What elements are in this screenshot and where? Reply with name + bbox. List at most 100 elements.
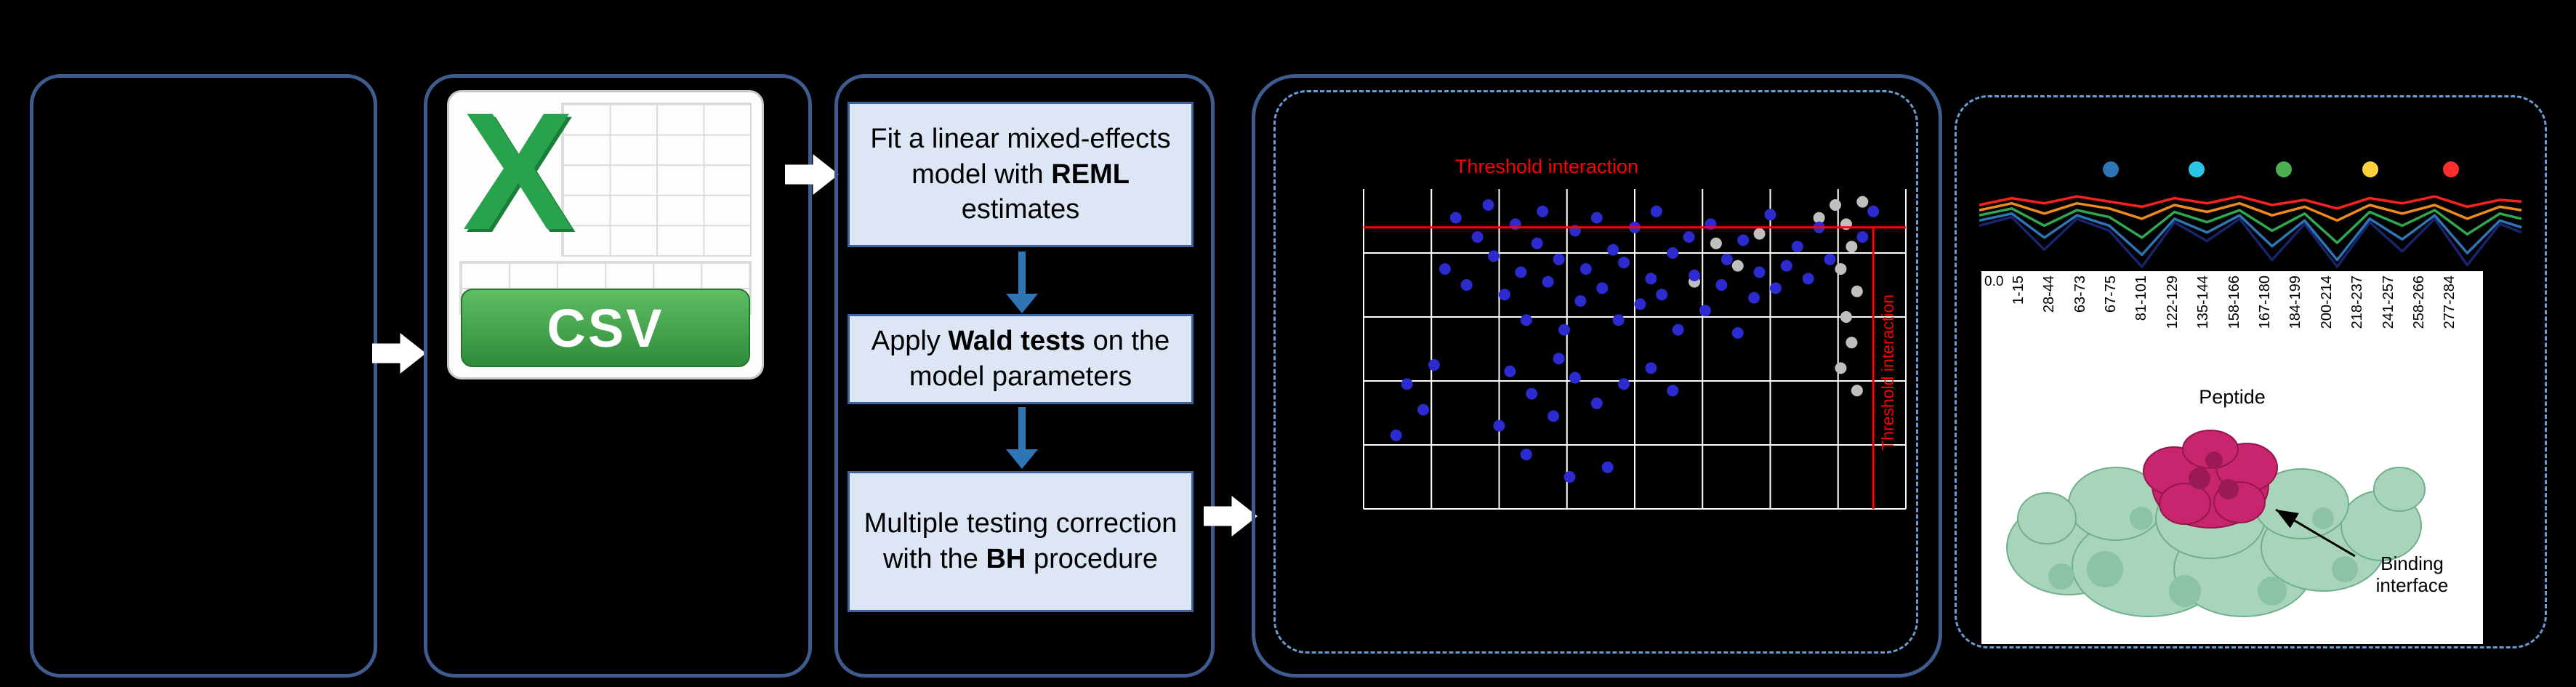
panel-scatter [1252, 74, 1942, 678]
scatter-point-blue [1579, 263, 1592, 275]
scatter-point-blue [1515, 266, 1527, 278]
scatter-point-blue [1769, 282, 1782, 294]
scatter-point-blue [1672, 324, 1684, 336]
peptide-tick-text: 67-75 [2102, 276, 2119, 313]
scatter-point-blue [1504, 365, 1516, 377]
step-text-segment: procedure [1026, 544, 1159, 574]
scatter-point-blue [1498, 289, 1510, 301]
protein-structure-image [2006, 430, 2426, 617]
peptide-tick-label: 241-257 [2373, 276, 2404, 385]
scatter-point-blue [1720, 253, 1733, 265]
scatter-point-gray [1835, 263, 1847, 275]
scatter-point-blue [1618, 378, 1630, 390]
scatter-point-blue [1791, 241, 1803, 253]
uptake-line-blue [1979, 212, 2522, 262]
scatter-point-gray [1840, 311, 1852, 323]
line-chart [1979, 161, 2522, 268]
scatter-point-blue [1645, 362, 1657, 374]
scatter-point-blue [1520, 449, 1532, 461]
scatter-point-blue [1715, 279, 1728, 291]
legend-dot [2443, 161, 2459, 177]
peptide-tick-text: 200-214 [2318, 276, 2335, 329]
step-text: Fit a linear mixed-effects model with RE… [857, 121, 1184, 228]
peptide-tick-text: 258-266 [2410, 276, 2427, 329]
scatter-point-blue [1656, 289, 1668, 301]
scatter-point-blue [1634, 298, 1646, 310]
peptide-tick-label: 135-144 [2188, 276, 2218, 385]
scatter-point-blue [1612, 314, 1625, 326]
uptake-line-navy [1979, 215, 2522, 268]
down-arrow-icon [1006, 252, 1038, 313]
peptide-tick-text: 81-101 [2133, 276, 2150, 321]
scatter-point-blue [1601, 461, 1614, 473]
scatter-point-blue [1596, 282, 1609, 294]
threshold-vertical-label: Threshold interaction [1878, 294, 1897, 451]
scatter-point-blue [1780, 260, 1792, 272]
scatter-point-blue [1531, 237, 1543, 249]
scatter-point-blue [1618, 257, 1630, 269]
panel-results [1955, 95, 2547, 648]
scatter-point-gray [1731, 260, 1744, 272]
peptide-tick-text: 184-199 [2287, 276, 2304, 329]
scatter-point-blue [1748, 292, 1760, 304]
scatter-point-blue [1856, 231, 1869, 243]
binding-interface-label: Binding interface [2375, 553, 2449, 596]
peptide-tick-text: 218-237 [2349, 276, 2366, 329]
step-text-bold: BH [986, 544, 1026, 574]
scatter-point-blue [1558, 324, 1571, 336]
step-text: Multiple testing correction with the BH … [857, 506, 1184, 576]
step-text-bold: REML [1051, 158, 1130, 190]
scatter-point-blue [1689, 269, 1701, 281]
scatter-point-blue [1667, 247, 1679, 259]
scatter-point-blue [1526, 387, 1538, 400]
peptide-tick-label: 184-199 [2281, 276, 2311, 385]
scatter-point-blue [1438, 263, 1451, 275]
peptide-tick-text: 167-180 [2256, 276, 2273, 329]
scatter-point-blue [1428, 359, 1440, 371]
peptide-tick-label: 28-44 [2034, 276, 2064, 385]
scatter-point-blue [1563, 471, 1576, 483]
excel-x-logo: X [462, 78, 574, 265]
step-text: Apply Wald tests on the model parameters [857, 324, 1184, 394]
uptake-line-red [1979, 195, 2522, 210]
scatter-point-blue [1645, 273, 1657, 285]
scatter-point-blue [1493, 419, 1505, 432]
scatter-point-blue [1607, 244, 1619, 256]
scatter-point-gray [1856, 196, 1869, 208]
scatter-point-blue [1683, 231, 1695, 243]
peptide-tick-text: 158-166 [2226, 276, 2242, 329]
scatter-point-gray [1846, 241, 1858, 253]
scatter-point-blue [1542, 276, 1554, 288]
peptide-tick-label: 167-180 [2250, 276, 2280, 385]
down-arrow-icon [1006, 407, 1038, 469]
threshold-interaction-label: Threshold interaction [1454, 156, 1639, 177]
uptake-line-orange [1979, 201, 2522, 222]
scatter-point-gray [1710, 237, 1722, 249]
scatter-point-blue [1569, 371, 1581, 384]
scatter-point-blue [1460, 279, 1473, 291]
step-text-segment: Multiple testing correction with the [864, 508, 1178, 574]
peptide-panel: 0.0 1-15 28-44 63-73 67-75 81-101 122-129 135-… [1981, 271, 2483, 644]
scatter-point-gray [1753, 228, 1766, 240]
scatter-point-blue [1574, 295, 1587, 307]
step-text-segment: Fit a linear mixed-effects model with [870, 124, 1171, 190]
scatter-point-blue [1650, 205, 1662, 217]
panel-csv [424, 74, 812, 678]
scatter-point-gray [1851, 385, 1863, 397]
peptide-tick-label: 1-15 [2003, 276, 2034, 385]
scatter-point-blue [1737, 234, 1750, 246]
scatter-point-gray [1846, 337, 1858, 349]
peptide-tick-text: 122-129 [2164, 276, 2181, 329]
legend-dot [2189, 161, 2205, 177]
legend-dot [2276, 161, 2292, 177]
panel-1 [30, 74, 377, 678]
step-fit-model: Fit a linear mixed-effects model with RE… [848, 102, 1194, 247]
scatter-point-blue [1867, 205, 1880, 217]
scatter-point-gray [1830, 199, 1842, 211]
step-text-segment: on the model parameters [909, 326, 1170, 392]
scatter-point-blue [1764, 209, 1776, 221]
csv-file-icon: X CSV [447, 78, 764, 379]
peptide-tick-label: 122-129 [2157, 276, 2188, 385]
scatter-point-gray [1851, 285, 1863, 297]
